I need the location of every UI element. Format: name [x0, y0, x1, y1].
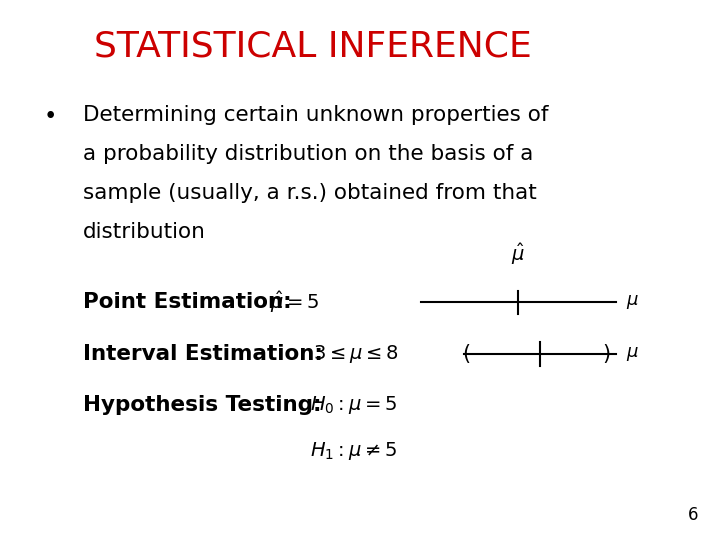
Text: distribution: distribution: [83, 222, 206, 242]
Text: $\mu$: $\mu$: [626, 293, 639, 312]
Text: $\mu$: $\mu$: [626, 345, 639, 363]
Text: Determining certain unknown properties of: Determining certain unknown properties o…: [83, 105, 549, 125]
Text: $H_1 : \mu \neq 5$: $H_1 : \mu \neq 5$: [310, 440, 397, 462]
Text: $\hat{\mu}$: $\hat{\mu}$: [511, 241, 526, 267]
Text: 6: 6: [688, 506, 698, 524]
Text: (: (: [462, 343, 471, 364]
Text: Hypothesis Testing:: Hypothesis Testing:: [83, 395, 321, 415]
Text: $H_0 : \mu = 5$: $H_0 : \mu = 5$: [310, 394, 397, 416]
Text: •: •: [43, 105, 57, 129]
Text: ): ): [602, 343, 611, 364]
Text: Interval Estimation:: Interval Estimation:: [83, 343, 323, 364]
Text: sample (usually, a r.s.) obtained from that: sample (usually, a r.s.) obtained from t…: [83, 183, 536, 203]
Text: Point Estimation:: Point Estimation:: [83, 292, 292, 313]
Text: $3 \leq \mu \leq 8$: $3 \leq \mu \leq 8$: [313, 343, 399, 364]
Text: STATISTICAL INFERENCE: STATISTICAL INFERENCE: [94, 30, 531, 64]
Text: $\hat{\mu} = 5$: $\hat{\mu} = 5$: [270, 289, 320, 315]
Text: a probability distribution on the basis of a: a probability distribution on the basis …: [83, 144, 534, 164]
